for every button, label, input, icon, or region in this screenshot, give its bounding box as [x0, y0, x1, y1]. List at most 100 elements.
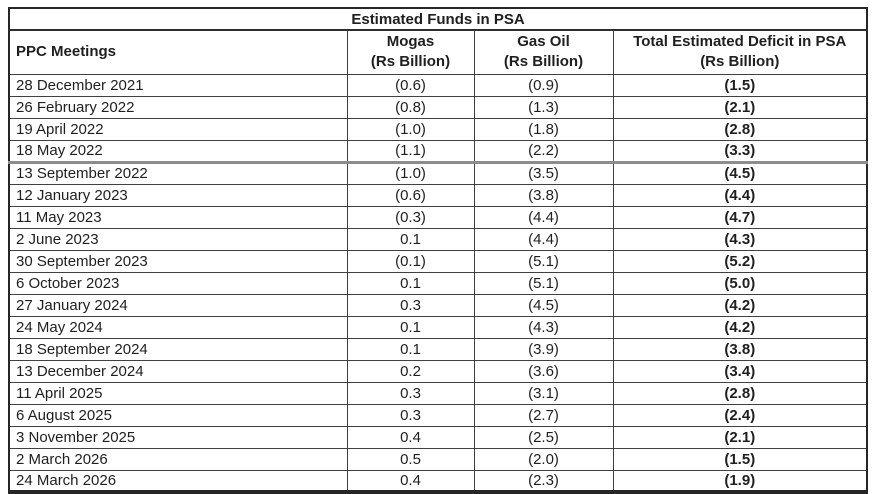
mogas-value-cell: 0.5	[346, 447, 475, 471]
meeting-date-cell: 12 January 2023	[8, 183, 348, 207]
table-row: 18 September 2024 0.1 (3.9) (3.8)	[8, 337, 868, 361]
gas-oil-value-cell: (4.4)	[473, 227, 614, 251]
table-row: 18 May 2022 (1.1) (2.2) (3.3)	[8, 139, 868, 163]
column-header-sub: (Rs Billion)	[370, 53, 451, 71]
total-deficit-value-cell: (4.5)	[612, 160, 868, 185]
meeting-date-cell: 27 January 2024	[8, 293, 348, 317]
meeting-date-cell: 26 February 2022	[8, 95, 348, 119]
mogas-value-cell: 0.3	[346, 381, 475, 405]
table-row: 27 January 2024 0.3 (4.5) (4.2)	[8, 293, 868, 317]
meeting-date-cell: 2 March 2026	[8, 447, 348, 471]
table-row: 6 August 2025 0.3 (2.7) (2.4)	[8, 403, 868, 427]
table-title-row: Estimated Funds in PSA	[8, 7, 868, 31]
gas-oil-value-cell: (4.4)	[473, 205, 614, 229]
table-row: 30 September 2023 (0.1) (5.1) (5.2)	[8, 249, 868, 273]
table-row: 19 April 2022 (1.0) (1.8) (2.8)	[8, 117, 868, 141]
gas-oil-value-cell: (3.1)	[473, 381, 614, 405]
meeting-date-cell: 13 September 2022	[8, 160, 348, 185]
column-header-ppc-meetings: PPC Meetings	[8, 29, 348, 75]
table-row: 11 May 2023 (0.3) (4.4) (4.7)	[8, 205, 868, 229]
total-deficit-value-cell: (4.2)	[612, 315, 868, 339]
gas-oil-value-cell: (4.5)	[473, 293, 614, 317]
column-header-label: Mogas	[386, 33, 435, 51]
mogas-value-cell: (1.1)	[346, 139, 475, 163]
gas-oil-value-cell: (0.9)	[473, 73, 614, 97]
mogas-value-cell: (0.6)	[346, 183, 475, 207]
mogas-value-cell: 0.4	[346, 469, 475, 493]
mogas-value-cell: (0.8)	[346, 95, 475, 119]
gas-oil-value-cell: (3.9)	[473, 337, 614, 361]
gas-oil-value-cell: (5.1)	[473, 271, 614, 295]
total-deficit-value-cell: (5.2)	[612, 249, 868, 273]
table-row: 24 May 2024 0.1 (4.3) (4.2)	[8, 315, 868, 339]
estimated-funds-table: Estimated Funds in PSA PPC Meetings Moga…	[8, 7, 869, 494]
meeting-date-cell: 2 June 2023	[8, 227, 348, 251]
meeting-date-cell: 30 September 2023	[8, 249, 348, 273]
column-header-label: Total Estimated Deficit in PSA	[633, 33, 847, 51]
meeting-date-cell: 19 April 2022	[8, 117, 348, 141]
gas-oil-value-cell: (2.0)	[473, 447, 614, 471]
mogas-value-cell: (0.1)	[346, 249, 475, 273]
total-deficit-value-cell: (4.2)	[612, 293, 868, 317]
mogas-value-cell: 0.4	[346, 425, 475, 449]
gas-oil-value-cell: (1.3)	[473, 95, 614, 119]
column-header-label: Gas Oil	[517, 33, 570, 51]
meeting-date-cell: 11 May 2023	[8, 205, 348, 229]
table-row: 13 December 2024 0.2 (3.6) (3.4)	[8, 359, 868, 383]
meeting-date-cell: 24 March 2026	[8, 469, 348, 493]
gas-oil-value-cell: (4.3)	[473, 315, 614, 339]
column-header-mogas: Mogas (Rs Billion)	[346, 29, 475, 75]
meeting-date-cell: 18 September 2024	[8, 337, 348, 361]
column-header-sub: (Rs Billion)	[700, 53, 780, 71]
total-deficit-value-cell: (4.4)	[612, 183, 868, 207]
table-row: 3 November 2025 0.4 (2.5) (2.1)	[8, 425, 868, 449]
mogas-value-cell: (1.0)	[346, 160, 475, 185]
table-row: 12 January 2023 (0.6) (3.8) (4.4)	[8, 183, 868, 207]
total-deficit-value-cell: (1.5)	[612, 73, 868, 97]
total-deficit-value-cell: (2.8)	[612, 381, 868, 405]
table-header-row: PPC Meetings Mogas (Rs Billion) Gas Oil (R…	[8, 29, 868, 75]
total-deficit-value-cell: (1.5)	[612, 447, 868, 471]
column-header-sub: (Rs Billion)	[503, 53, 584, 71]
gas-oil-value-cell: (2.7)	[473, 403, 614, 427]
mogas-value-cell: 0.1	[346, 271, 475, 295]
gas-oil-value-cell: (2.3)	[473, 469, 614, 493]
gas-oil-value-cell: (1.8)	[473, 117, 614, 141]
gas-oil-value-cell: (2.2)	[473, 139, 614, 163]
total-deficit-value-cell: (2.8)	[612, 117, 868, 141]
table-row: 28 December 2021 (0.6) (0.9) (1.5)	[8, 73, 868, 97]
total-deficit-value-cell: (3.8)	[612, 337, 868, 361]
table-row: 13 September 2022 (1.0) (3.5) (4.5)	[8, 160, 868, 185]
total-deficit-value-cell: (2.4)	[612, 403, 868, 427]
table-row: 2 March 2026 0.5 (2.0) (1.5)	[8, 447, 868, 471]
table-title: Estimated Funds in PSA	[8, 7, 868, 31]
mogas-value-cell: (0.3)	[346, 205, 475, 229]
gas-oil-value-cell: (3.8)	[473, 183, 614, 207]
meeting-date-cell: 11 April 2025	[8, 381, 348, 405]
table-row: 2 June 2023 0.1 (4.4) (4.3)	[8, 227, 868, 251]
column-header-gas-oil: Gas Oil (Rs Billion)	[473, 29, 614, 75]
mogas-value-cell: 0.1	[346, 227, 475, 251]
table-row: 6 October 2023 0.1 (5.1) (5.0)	[8, 271, 868, 295]
gas-oil-value-cell: (2.5)	[473, 425, 614, 449]
table-row: 11 April 2025 0.3 (3.1) (2.8)	[8, 381, 868, 405]
mogas-value-cell: 0.3	[346, 293, 475, 317]
mogas-value-cell: (0.6)	[346, 73, 475, 97]
mogas-value-cell: 0.1	[346, 337, 475, 361]
gas-oil-value-cell: (3.5)	[473, 160, 614, 185]
total-deficit-value-cell: (2.1)	[612, 425, 868, 449]
meeting-date-cell: 24 May 2024	[8, 315, 348, 339]
total-deficit-value-cell: (1.9)	[612, 469, 868, 493]
meeting-date-cell: 13 December 2024	[8, 359, 348, 383]
table-row: 24 March 2026 0.4 (2.3) (1.9)	[8, 469, 868, 493]
total-deficit-value-cell: (3.4)	[612, 359, 868, 383]
column-header-label: PPC Meetings	[16, 43, 117, 61]
mogas-value-cell: 0.2	[346, 359, 475, 383]
total-deficit-value-cell: (5.0)	[612, 271, 868, 295]
meeting-date-cell: 6 August 2025	[8, 403, 348, 427]
total-deficit-value-cell: (4.3)	[612, 227, 868, 251]
total-deficit-value-cell: (4.7)	[612, 205, 868, 229]
total-deficit-value-cell: (3.3)	[612, 139, 868, 163]
column-header-total-deficit: Total Estimated Deficit in PSA (Rs Billio…	[612, 29, 868, 75]
meeting-date-cell: 6 October 2023	[8, 271, 348, 295]
